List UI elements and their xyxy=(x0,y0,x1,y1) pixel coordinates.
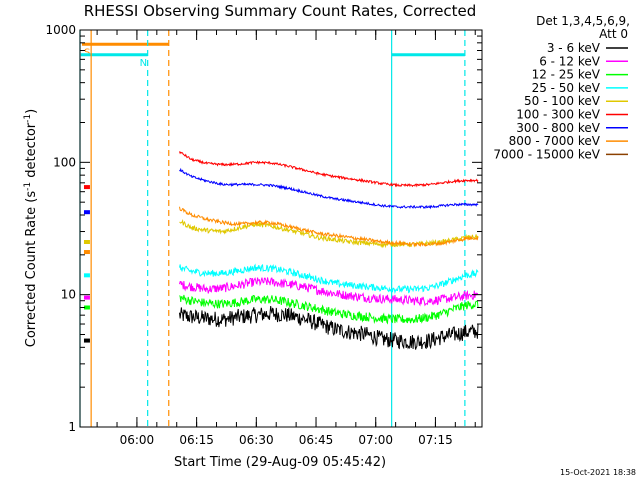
legend-entry-label: 25 - 50 keV xyxy=(532,81,601,95)
x-axis-ticks: 06:00 06:15 06:30 06:45 07:00 07:15 xyxy=(96,30,476,447)
legend-detectors: Det 1,3,4,5,6,9, xyxy=(536,14,630,28)
chart-title: RHESSI Observing Summary Count Rates, Co… xyxy=(84,2,477,20)
legend-entry-label: 12 - 25 keV xyxy=(532,68,601,82)
legend-entry-label: 100 - 300 keV xyxy=(516,108,600,122)
series-line xyxy=(179,277,479,307)
y-tick-label: 10 xyxy=(61,288,76,302)
series-line xyxy=(179,151,479,188)
y-tick-label: 1000 xyxy=(45,23,76,37)
series-line xyxy=(179,305,479,350)
x-tick-label: 06:45 xyxy=(299,433,334,447)
series-line xyxy=(179,263,479,295)
series-line xyxy=(179,206,479,248)
x-axis-label: Start Time (29-Aug-09 05:45:42) xyxy=(174,455,386,470)
y-axis-ticks: 1 10 100 1000 xyxy=(45,23,482,434)
legend-entry-label: 800 - 7000 keV xyxy=(509,134,601,148)
generated-timestamp: 15-Oct-2021 18:38 xyxy=(560,468,636,477)
flag-label: N xyxy=(140,58,147,69)
flag-bars: SN xyxy=(80,42,465,69)
plot-frame xyxy=(79,29,483,428)
data-series xyxy=(83,151,479,350)
legend-entry-label: 300 - 800 keV xyxy=(516,121,600,135)
y-axis-label: Corrected Count Rate (s-1 detector-1) xyxy=(23,109,39,347)
y-tick-label: 100 xyxy=(53,155,76,169)
x-tick-label: 06:00 xyxy=(120,433,155,447)
flag-label: S xyxy=(84,47,90,58)
legend-entry-label: 3 - 6 keV xyxy=(547,41,601,55)
y-tick-label: 1 xyxy=(68,420,76,434)
x-tick-label: 06:15 xyxy=(179,433,214,447)
x-tick-label: 06:30 xyxy=(239,433,274,447)
series-line xyxy=(179,294,479,325)
legend-entry-label: 50 - 100 keV xyxy=(524,94,601,108)
legend-entry-label: 7000 - 15000 keV xyxy=(493,147,600,161)
legend-attenuator: Att 0 xyxy=(599,27,628,41)
x-tick-label: 07:15 xyxy=(418,433,453,447)
series-line xyxy=(179,167,479,210)
x-tick-label: 07:00 xyxy=(358,433,393,447)
legend-entry-label: 6 - 12 keV xyxy=(539,54,601,68)
